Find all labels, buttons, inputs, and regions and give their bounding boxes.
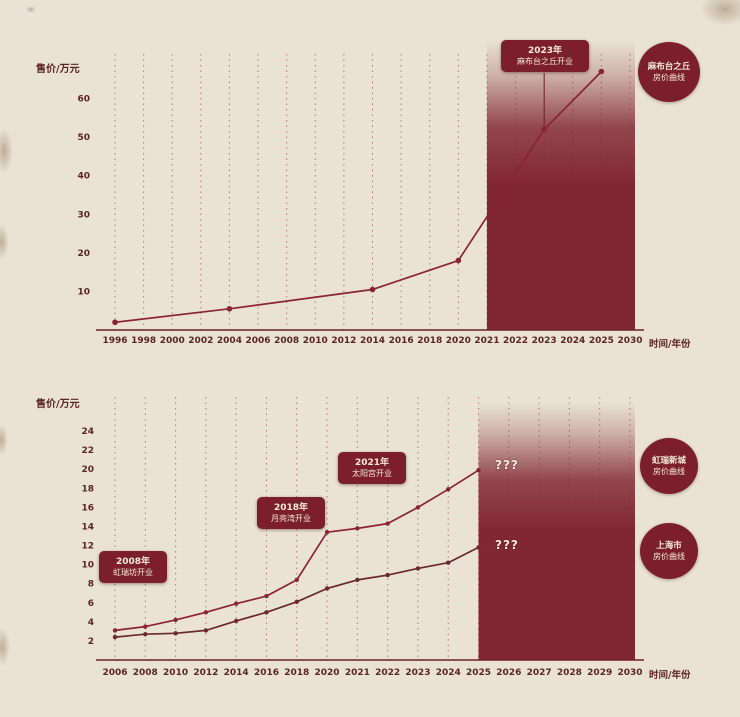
svg-text:20: 20 [81, 465, 94, 475]
svg-text:16: 16 [81, 503, 94, 513]
svg-text:6: 6 [88, 599, 94, 609]
svg-text:22: 22 [81, 446, 94, 456]
legend-hongrui-newtown-curve: 虹瑞新城 房价曲线 [640, 438, 698, 494]
svg-text:2030: 2030 [617, 668, 642, 678]
annotation-event: 虹瑞坊开业 [113, 568, 153, 577]
annotation-year: 2018年 [273, 503, 309, 513]
top-chart-y-axis-title: 售价/万元 [36, 64, 80, 75]
svg-text:2030: 2030 [617, 336, 642, 346]
svg-text:2022: 2022 [375, 668, 400, 678]
bottom-chart-x-axis-title: 时间/年份 [649, 670, 691, 681]
svg-text:2028: 2028 [557, 668, 582, 678]
svg-text:2024: 2024 [436, 668, 461, 678]
annotation-year: 2023年 [527, 46, 563, 56]
svg-text:2025: 2025 [589, 336, 614, 346]
svg-text:2008: 2008 [133, 668, 158, 678]
svg-text:2000: 2000 [160, 336, 185, 346]
legend-name: 虹瑞新城 [651, 455, 686, 466]
annotation-year: 2008年 [115, 557, 151, 567]
svg-text:2002: 2002 [188, 336, 213, 346]
annotation-2008-hongruifang-opening: 2008年 虹瑞坊开业 [99, 551, 167, 583]
legend-azabudai-curve: 麻布台之丘 房价曲线 [638, 42, 700, 102]
svg-text:2027: 2027 [527, 668, 552, 678]
svg-text:2: 2 [88, 637, 94, 647]
svg-text:2010: 2010 [303, 336, 328, 346]
svg-text:2016: 2016 [254, 668, 279, 678]
svg-text:2018: 2018 [284, 668, 309, 678]
shanghai-future-value-label: ??? [495, 538, 519, 552]
svg-text:2006: 2006 [246, 336, 271, 346]
svg-text:4: 4 [88, 618, 94, 628]
svg-text:10: 10 [77, 287, 90, 297]
svg-text:1996: 1996 [102, 336, 127, 346]
annotation-2021-sunpalace-opening: 2021年 太阳宫开业 [338, 452, 406, 484]
svg-text:20: 20 [77, 249, 90, 259]
legend-name: 上海市 [656, 540, 682, 551]
annotation-2018-moonbay-opening: 2018年 月亮湾开业 [257, 497, 325, 529]
annotation-year: 2021年 [354, 458, 390, 468]
svg-text:2004: 2004 [217, 336, 242, 346]
svg-text:2010: 2010 [163, 668, 188, 678]
hongrui-future-value-label: ??? [495, 458, 519, 472]
svg-text:2020: 2020 [315, 668, 340, 678]
legend-shanghai-curve: 上海市 房价曲线 [640, 523, 698, 579]
svg-text:2012: 2012 [331, 336, 356, 346]
legend-sub: 房价曲线 [653, 551, 685, 561]
svg-text:2020: 2020 [446, 336, 471, 346]
svg-text:2024: 2024 [560, 336, 585, 346]
annotation-event: 月亮湾开业 [271, 514, 311, 523]
svg-text:60: 60 [77, 95, 90, 105]
svg-text:2014: 2014 [224, 668, 249, 678]
svg-text:2023: 2023 [532, 336, 557, 346]
svg-text:24: 24 [81, 427, 94, 437]
annotation-2023-azabudai-opening: 2023年 麻布台之丘开业 [501, 40, 589, 72]
svg-text:8: 8 [88, 580, 94, 590]
annotation-event: 麻布台之丘开业 [517, 57, 573, 66]
legend-name: 麻布台之丘 [647, 61, 691, 72]
svg-text:2026: 2026 [496, 668, 521, 678]
svg-text:2025: 2025 [466, 668, 491, 678]
svg-text:12: 12 [81, 542, 94, 552]
svg-text:50: 50 [77, 133, 90, 143]
svg-text:2012: 2012 [193, 668, 218, 678]
svg-text:10: 10 [81, 561, 94, 571]
legend-sub: 房价曲线 [653, 72, 685, 82]
svg-text:2023: 2023 [405, 668, 430, 678]
top-chart-x-axis-title: 时间/年份 [649, 339, 691, 350]
legend-sub: 房价曲线 [653, 466, 685, 476]
bottom-chart-y-axis-title: 售价/万元 [36, 399, 80, 410]
svg-text:2021: 2021 [345, 668, 370, 678]
svg-text:2016: 2016 [389, 336, 414, 346]
svg-text:14: 14 [81, 522, 94, 532]
svg-text:2022: 2022 [503, 336, 528, 346]
svg-text:40: 40 [77, 172, 90, 182]
svg-text:2021: 2021 [474, 336, 499, 346]
svg-text:2014: 2014 [360, 336, 385, 346]
svg-text:2006: 2006 [102, 668, 127, 678]
svg-text:2018: 2018 [417, 336, 442, 346]
svg-text:18: 18 [81, 484, 94, 494]
svg-text:30: 30 [77, 210, 90, 220]
svg-text:2008: 2008 [274, 336, 299, 346]
svg-text:2029: 2029 [587, 668, 612, 678]
svg-text:1998: 1998 [131, 336, 156, 346]
annotation-event: 太阳宫开业 [352, 469, 392, 478]
